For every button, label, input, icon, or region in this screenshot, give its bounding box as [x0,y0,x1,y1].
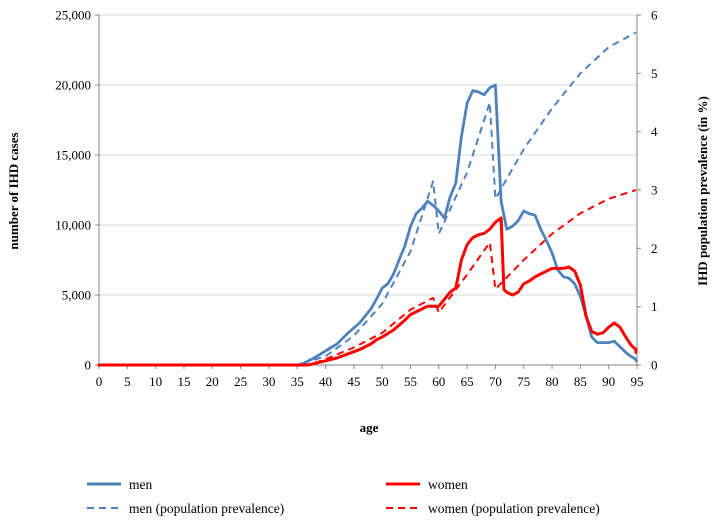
x-tick-label-9: 45 [347,374,360,389]
y-right-tick-label-1: 1 [651,299,658,314]
y-right-axis-title: IHD population prevalence (in %) [695,96,710,286]
y-left-tick-label-5: 25,000 [55,8,91,23]
x-tick-label-13: 65 [461,374,474,389]
legend: men women men (population prevalence) women… [87,477,600,516]
x-tick-label-17: 85 [574,374,587,389]
series-lines [97,31,638,367]
x-axis-title: age [360,420,379,435]
x-tick-label-3: 15 [177,374,190,389]
y-right-tick-label-4: 4 [651,124,658,139]
y-left-tick-label-0: 0 [85,358,92,373]
x-tick-label-7: 35 [291,374,304,389]
grid-lines [99,14,637,296]
x-axis-ticks: 0 5 10 15 20 25 30 35 40 45 50 55 60 65 70 75 80 85 90 95 [96,365,644,389]
y-left-tick-label-1: 5,000 [62,288,91,303]
legend-label-men: men [129,477,152,492]
y-left-tick-label-3: 15,000 [55,148,91,163]
y-left-axis-title: number of IHD cases [6,132,21,249]
x-tick-label-10: 50 [376,374,389,389]
x-tick-label-14: 70 [489,374,502,389]
legend-label-women: women [428,477,468,492]
y-right-tick-label-3: 3 [651,183,658,198]
y-left-tick-label-2: 10,000 [55,218,91,233]
x-tick-label-15: 75 [517,374,530,389]
x-tick-label-11: 55 [404,374,417,389]
legend-label-women-population-prevalence: women (population prevalence) [428,501,600,516]
x-tick-label-18: 90 [602,374,615,389]
x-tick-label-4: 20 [206,374,219,389]
x-tick-label-1: 5 [124,374,131,389]
x-tick-label-0: 0 [96,374,103,389]
y-left-ticks: 0 5,000 10,000 15,000 20,000 25,000 [55,8,99,373]
legend-label-men-population-prevalence: men (population prevalence) [129,501,284,516]
y-right-ticks: 0 1 2 3 4 5 6 [637,8,658,373]
y-left-tick-label-4: 20,000 [55,78,91,93]
x-tick-label-12: 60 [432,374,445,389]
x-tick-label-16: 80 [546,374,559,389]
y-right-tick-label-5: 5 [651,66,658,81]
x-tick-label-2: 10 [149,374,162,389]
series-line-women [97,216,638,367]
x-tick-label-8: 40 [319,374,332,389]
x-tick-label-19: 95 [631,374,644,389]
x-tick-label-6: 30 [262,374,275,389]
series-line-men-population-prevalence [99,31,637,366]
series-line-women-population-prevalence [99,189,637,366]
y-right-tick-label-2: 2 [651,241,658,256]
y-right-tick-label-6: 6 [651,8,658,23]
y-right-tick-label-0: 0 [651,358,658,373]
x-tick-label-5: 25 [234,374,247,389]
